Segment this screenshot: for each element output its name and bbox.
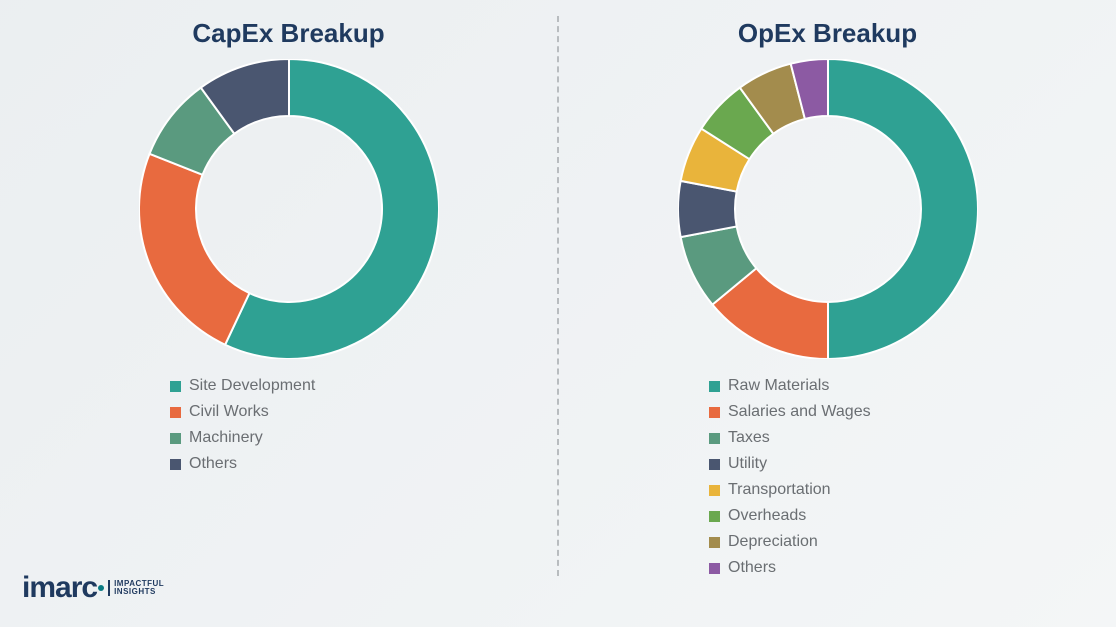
legend-item: Others [170, 455, 315, 473]
legend-swatch-icon [170, 433, 181, 444]
legend-item: Civil Works [170, 403, 315, 421]
legend-item: Depreciation [709, 533, 871, 551]
legend-label: Depreciation [728, 533, 818, 551]
legend-label: Taxes [728, 429, 770, 447]
legend-item: Taxes [709, 429, 871, 447]
legend-item: Raw Materials [709, 377, 871, 395]
legend-label: Others [189, 455, 237, 473]
legend-item: Machinery [170, 429, 315, 447]
legend-label: Transportation [728, 481, 831, 499]
legend-swatch-icon [709, 459, 720, 470]
legend-swatch-icon [709, 433, 720, 444]
legend-label: Civil Works [189, 403, 269, 421]
legend-swatch-icon [170, 381, 181, 392]
legend-label: Salaries and Wages [728, 403, 871, 421]
legend-item: Transportation [709, 481, 871, 499]
legend-label: Raw Materials [728, 377, 829, 395]
legend-label: Others [728, 559, 776, 577]
legend-swatch-icon [170, 459, 181, 470]
legend-swatch-icon [709, 563, 720, 574]
brand-tagline-line2: INSIGHTS [114, 587, 156, 596]
legend-swatch-icon [709, 381, 720, 392]
legend-label: Machinery [189, 429, 263, 447]
legend-swatch-icon [709, 511, 720, 522]
brand-name: imarc [22, 571, 97, 605]
capex-donut [139, 59, 439, 359]
legend-swatch-icon [170, 407, 181, 418]
legend-label: Site Development [189, 377, 315, 395]
legend-item: Others [709, 559, 871, 577]
legend-item: Site Development [170, 377, 315, 395]
donut-segment [828, 59, 978, 359]
capex-panel: CapEx Breakup Site Development Civil Work… [20, 12, 557, 567]
opex-donut-wrap [678, 59, 978, 359]
brand-tagline: IMPACTFUL INSIGHTS [108, 580, 164, 597]
legend-item: Overheads [709, 507, 871, 525]
donut-segment [139, 154, 249, 345]
legend-swatch-icon [709, 537, 720, 548]
opex-legend: Raw Materials Salaries and Wages Taxes Util… [559, 377, 871, 585]
legend-swatch-icon [709, 485, 720, 496]
legend-item: Salaries and Wages [709, 403, 871, 421]
brand-dot-icon [98, 585, 104, 591]
legend-label: Overheads [728, 507, 806, 525]
opex-donut [678, 59, 978, 359]
legend-item: Utility [709, 455, 871, 473]
capex-donut-wrap [139, 59, 439, 359]
brand-logo: imarc IMPACTFUL INSIGHTS [22, 571, 164, 605]
opex-title: OpEx Breakup [738, 18, 917, 49]
legend-label: Utility [728, 455, 767, 473]
capex-legend: Site Development Civil Works Machinery Othe… [20, 377, 315, 481]
charts-container: CapEx Breakup Site Development Civil Work… [0, 0, 1116, 627]
legend-swatch-icon [709, 407, 720, 418]
opex-panel: OpEx Breakup Raw Materials Salaries and W… [559, 12, 1096, 567]
capex-title: CapEx Breakup [192, 18, 384, 49]
